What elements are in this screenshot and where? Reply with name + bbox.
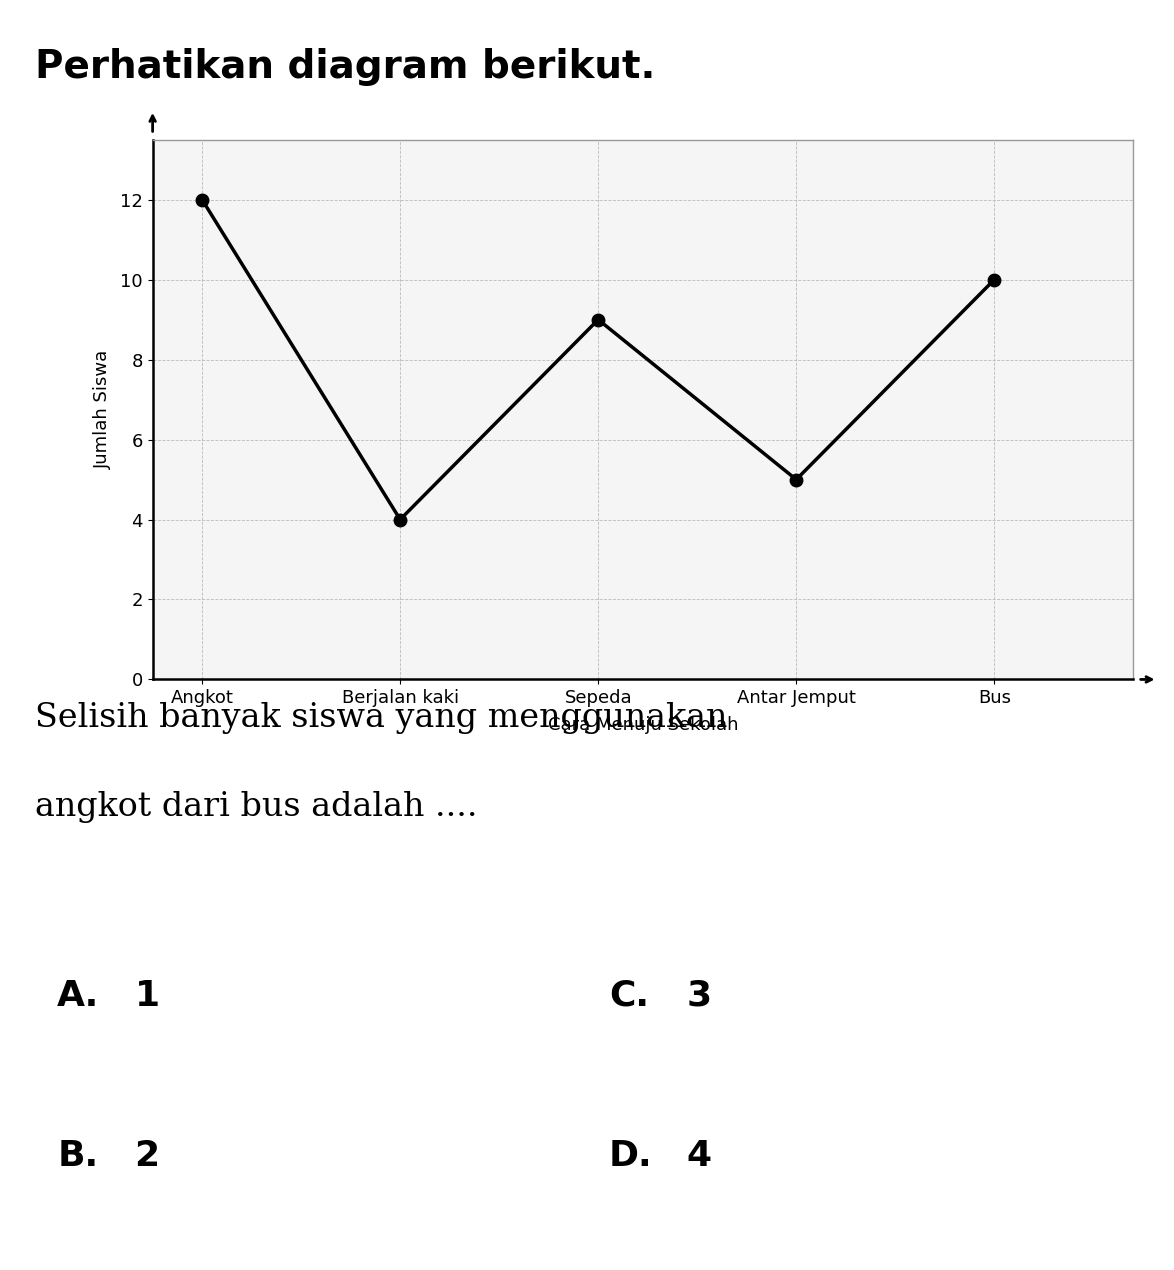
Text: 1: 1 [135, 979, 160, 1012]
Text: 2: 2 [135, 1139, 160, 1172]
Text: D.: D. [609, 1139, 653, 1172]
Y-axis label: Jumlah Siswa: Jumlah Siswa [94, 351, 112, 469]
Text: C.: C. [609, 979, 649, 1012]
Text: Selisih banyak siswa yang menggunakan: Selisih banyak siswa yang menggunakan [35, 702, 728, 734]
Text: Perhatikan diagram berikut.: Perhatikan diagram berikut. [35, 48, 655, 85]
Text: A.: A. [58, 979, 100, 1012]
X-axis label: Cara Menuju Sekolah: Cara Menuju Sekolah [547, 715, 738, 734]
Text: angkot dari bus adalah ....: angkot dari bus adalah .... [35, 790, 478, 823]
Text: 4: 4 [687, 1139, 711, 1172]
Text: 3: 3 [687, 979, 711, 1012]
Text: B.: B. [58, 1139, 99, 1172]
